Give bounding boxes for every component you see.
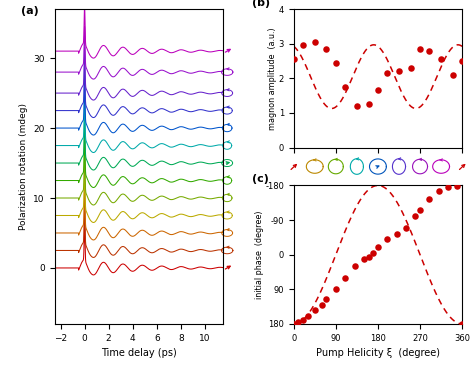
Point xyxy=(383,236,391,242)
Point xyxy=(454,183,461,189)
Point xyxy=(402,225,410,231)
Point xyxy=(351,263,358,269)
Point xyxy=(435,188,443,194)
Point xyxy=(449,72,456,78)
Point xyxy=(360,255,368,261)
Y-axis label: Polarization rotation (mdeg): Polarization rotation (mdeg) xyxy=(19,103,28,230)
Point xyxy=(374,244,382,250)
Point xyxy=(304,313,311,319)
Point xyxy=(407,65,414,71)
Point xyxy=(323,46,330,52)
Point xyxy=(458,321,466,327)
Point xyxy=(299,42,307,48)
Y-axis label: initial phase  (degree): initial phase (degree) xyxy=(255,210,264,299)
Point xyxy=(290,56,298,62)
Point xyxy=(323,296,330,302)
Point xyxy=(411,213,419,219)
Point xyxy=(458,58,466,64)
Point xyxy=(311,307,319,313)
Point xyxy=(438,56,445,62)
Point xyxy=(294,319,302,325)
Text: (c): (c) xyxy=(252,174,268,184)
X-axis label: Pump Helicity ξ  (degree): Pump Helicity ξ (degree) xyxy=(316,348,440,358)
Point xyxy=(395,68,403,74)
Point xyxy=(416,208,424,213)
Point xyxy=(416,46,424,52)
Text: (b): (b) xyxy=(252,0,270,8)
Point xyxy=(426,48,433,53)
Point xyxy=(383,70,391,76)
Point xyxy=(365,101,373,107)
Point xyxy=(444,184,452,190)
Point xyxy=(374,87,382,93)
Point xyxy=(341,84,349,90)
Point xyxy=(426,196,433,202)
Point xyxy=(353,103,361,109)
Point xyxy=(290,321,298,327)
Text: (a): (a) xyxy=(21,6,38,16)
X-axis label: Time delay (ps): Time delay (ps) xyxy=(101,348,177,358)
Point xyxy=(341,275,349,281)
Point xyxy=(299,317,307,323)
Point xyxy=(365,254,373,259)
Y-axis label: magnon amplitude  (a.u.): magnon amplitude (a.u.) xyxy=(268,27,277,130)
Point xyxy=(311,39,319,45)
Point xyxy=(318,302,326,307)
Point xyxy=(332,60,339,66)
Point xyxy=(332,286,339,292)
Point xyxy=(369,250,377,256)
Point xyxy=(393,231,401,236)
